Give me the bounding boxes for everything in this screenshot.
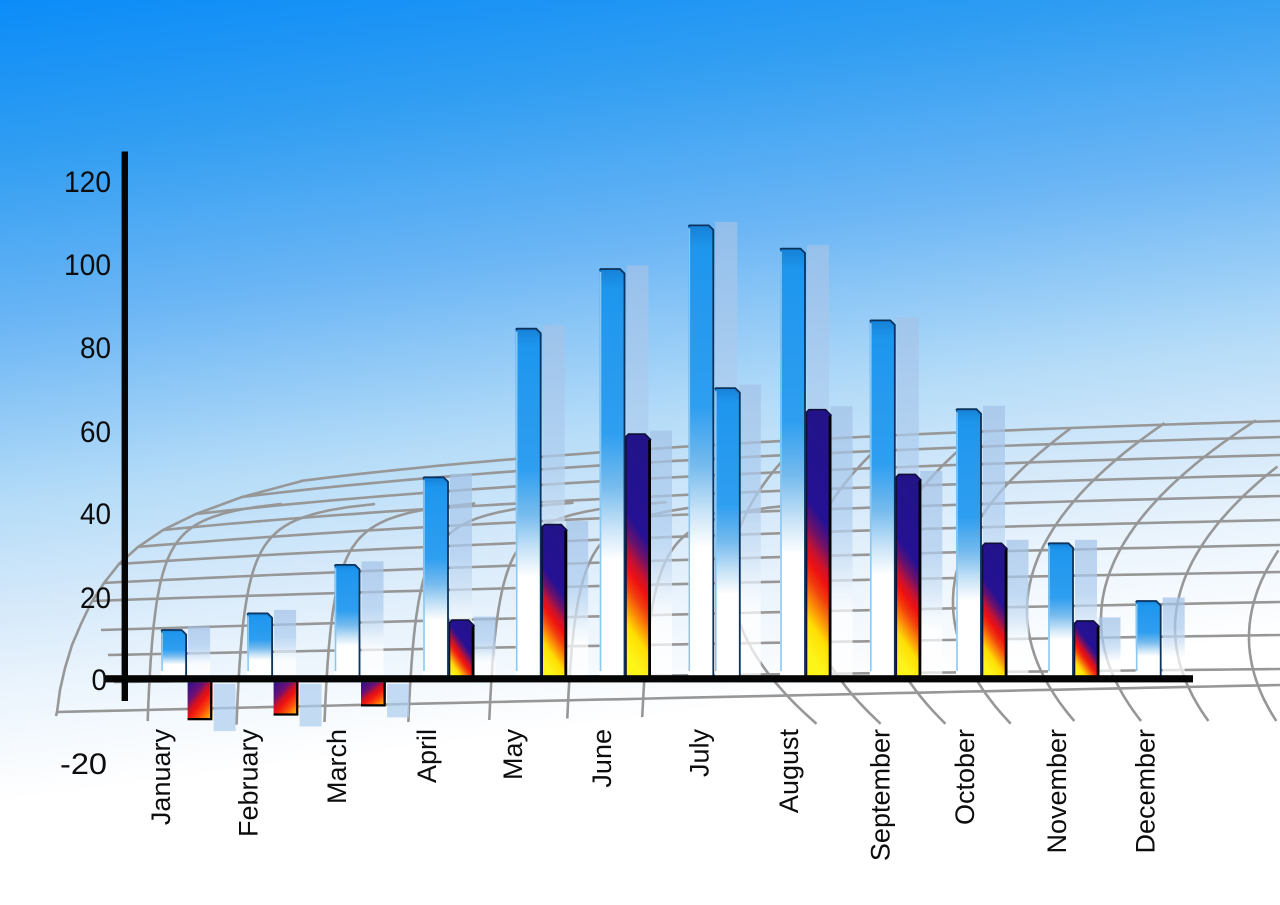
svg-text:September: September (866, 729, 896, 861)
svg-text:December: December (1131, 729, 1161, 854)
svg-text:June: June (587, 729, 617, 788)
svg-text:January: January (146, 729, 176, 826)
svg-text:0: 0 (92, 664, 108, 697)
svg-text:40: 40 (80, 498, 111, 531)
svg-text:October: October (950, 729, 980, 825)
svg-text:November: November (1042, 729, 1072, 854)
svg-text:May: May (498, 729, 528, 781)
svg-text:80: 80 (80, 332, 111, 365)
svg-text:August: August (774, 729, 804, 814)
svg-text:-20: -20 (60, 748, 107, 781)
svg-text:April: April (412, 729, 442, 783)
svg-text:July: July (685, 729, 715, 778)
svg-text:March: March (322, 729, 352, 804)
svg-text:60: 60 (80, 416, 111, 449)
svg-text:120: 120 (64, 166, 111, 199)
svg-text:February: February (234, 729, 264, 838)
svg-text:100: 100 (64, 249, 111, 282)
svg-text:20: 20 (80, 582, 111, 615)
